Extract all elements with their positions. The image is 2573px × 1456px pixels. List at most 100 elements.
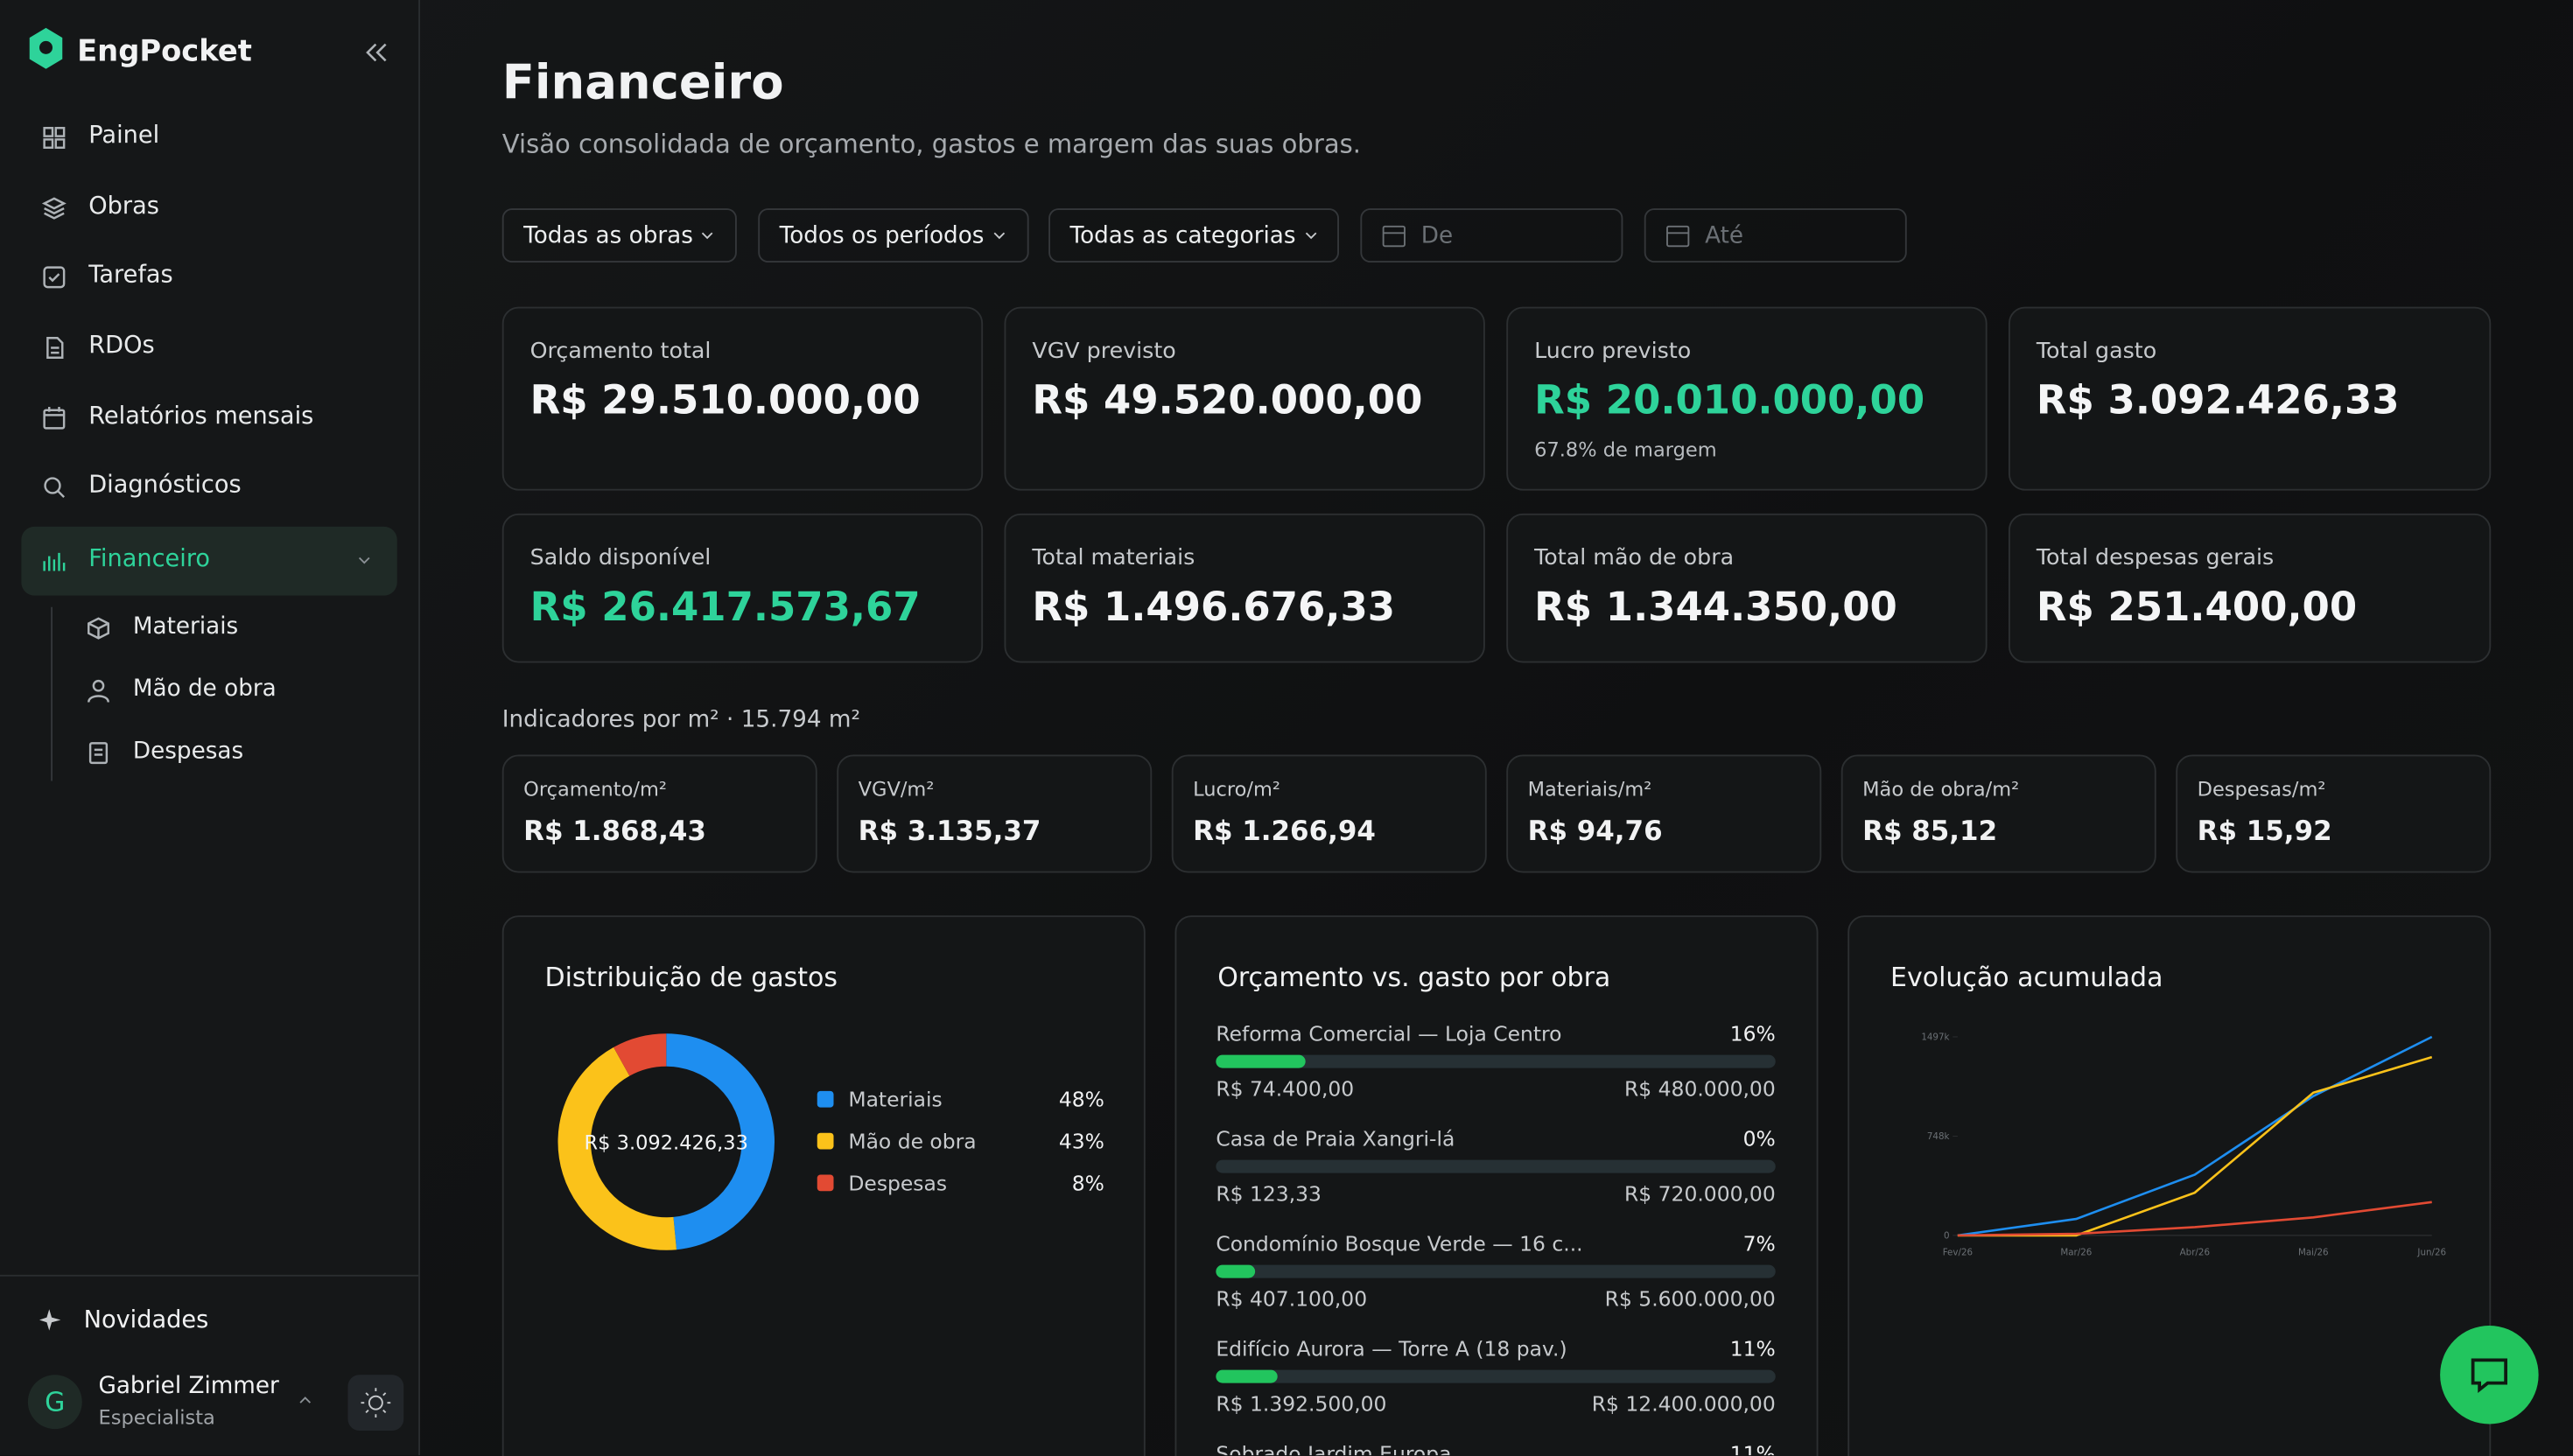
- metric-card: Mão de obra/m² R$ 85,12: [1840, 754, 2156, 873]
- legend-swatch: [817, 1132, 834, 1150]
- nav-item[interactable]: Relatórios mensais: [88, 403, 314, 430]
- project-percent: 11%: [1730, 1442, 1776, 1455]
- project-name: Reforma Comercial — Loja Centro: [1216, 1022, 1561, 1046]
- donut-center-label: R$ 3.092.426,33: [585, 1131, 748, 1154]
- subnav-item[interactable]: Mão de obra: [132, 676, 277, 703]
- progress-track: [1216, 1159, 1776, 1173]
- kpi-label: Saldo disponível: [529, 544, 712, 571]
- icon: [44, 477, 65, 498]
- icon: [46, 337, 64, 359]
- progress-track: [1216, 1369, 1776, 1383]
- panel-title: Orçamento vs. gasto por obra: [1217, 961, 1611, 993]
- metric-value: R$ 94,76: [1527, 815, 1663, 847]
- metric-card: Materiais/m² R$ 94,76: [1506, 754, 1822, 873]
- icon: [43, 407, 66, 430]
- section-title: Indicadores por m² · 15.794 m²: [501, 707, 860, 734]
- theme-button[interactable]: [347, 1375, 404, 1431]
- subnav-item[interactable]: Despesas: [132, 738, 244, 765]
- progress-track: [1216, 1054, 1776, 1068]
- metric-card: Despesas/m² R$ 15,92: [2176, 754, 2492, 873]
- active-nav-bg: [21, 526, 397, 596]
- y-tick-label: 0: [1944, 1231, 1950, 1242]
- date-placeholder: De: [1420, 222, 1454, 249]
- nav-item[interactable]: Tarefas: [88, 262, 173, 289]
- legend-value: 43%: [1059, 1130, 1104, 1154]
- spent-amount: R$ 74.400,00: [1216, 1077, 1354, 1102]
- x-tick-label: Mai/26: [2298, 1247, 2329, 1257]
- kpi-card: Total despesas gerais R$ 251.400,00: [2009, 513, 2492, 663]
- avatar: G: [27, 1375, 82, 1430]
- filter-label: Todas as obras: [523, 222, 693, 249]
- kpi-card: Orçamento total R$ 29.510.000,00: [501, 306, 984, 491]
- metric-label: Materiais/m²: [1527, 777, 1652, 801]
- kpi-value: R$ 29.510.000,00: [529, 377, 921, 424]
- legend-value: 8%: [1072, 1171, 1104, 1195]
- nav-item[interactable]: Obras: [88, 193, 159, 220]
- kpi-card: VGV previsto R$ 49.520.000,00: [1004, 306, 1485, 491]
- filter[interactable]: Todas as obras: [501, 208, 737, 262]
- donut-segment: [557, 1046, 677, 1250]
- metric-value: R$ 15,92: [2197, 815, 2332, 847]
- page-title: Financeiro: [501, 53, 784, 110]
- metric-value: R$ 85,12: [1862, 815, 1998, 847]
- subnav-item[interactable]: Materiais: [132, 613, 239, 640]
- metric-value: R$ 1.868,43: [523, 815, 706, 847]
- icon: [88, 679, 109, 703]
- legend-swatch: [817, 1174, 834, 1192]
- legend-label: Despesas: [848, 1171, 947, 1195]
- kpi-value: R$ 251.400,00: [2036, 584, 2358, 631]
- metric-label: Mão de obra/m²: [1862, 777, 2020, 801]
- kpi-value: R$ 3.092.426,33: [2036, 377, 2400, 424]
- divider: [0, 1274, 419, 1277]
- brand: EngPocket: [77, 34, 252, 69]
- project-name: Casa de Praia Xangri-lá: [1216, 1127, 1455, 1152]
- filter-label: Todas as categorias: [1069, 222, 1296, 249]
- chat-button[interactable]: [2440, 1326, 2539, 1424]
- kpi-label: Total mão de obra: [1534, 544, 1735, 571]
- chevron[interactable]: [297, 1393, 313, 1410]
- panel-title: Distribuição de gastos: [544, 961, 838, 993]
- x-tick-label: Fev/26: [1943, 1247, 1973, 1257]
- line-series: [1957, 1055, 2433, 1237]
- line-series: [1957, 1200, 2432, 1237]
- project-name: Edifício Aurora — Torre A (18 pav.): [1216, 1337, 1567, 1362]
- metric-card: Lucro/m² R$ 1.266,94: [1171, 754, 1487, 873]
- metric-value: R$ 1.266,94: [1193, 815, 1376, 847]
- kpi-value: R$ 1.344.350,00: [1534, 584, 1897, 631]
- filter[interactable]: Todas as categorias: [1048, 208, 1339, 262]
- kpi-value: R$ 49.520.000,00: [1032, 377, 1423, 424]
- progress-bar: [1216, 1369, 1278, 1383]
- spent-amount: R$ 407.100,00: [1216, 1287, 1367, 1312]
- nav-item[interactable]: Painel: [88, 122, 160, 150]
- legend-value: 48%: [1059, 1088, 1104, 1112]
- kpi-label: Total materiais: [1032, 544, 1195, 571]
- kpi-label: Orçamento total: [529, 338, 712, 365]
- budget-amount: R$ 480.000,00: [1624, 1077, 1776, 1102]
- date-input[interactable]: De: [1360, 208, 1623, 262]
- page-subtitle: Visão consolidada de orçamento, gastos e…: [501, 130, 1362, 159]
- progress-bar: [1216, 1054, 1306, 1068]
- icon: [43, 552, 66, 571]
- kpi-label: Total despesas gerais: [2036, 544, 2275, 571]
- kpi-label: Total gasto: [2036, 338, 2157, 365]
- icon: [43, 127, 66, 149]
- nav-item-active[interactable]: Financeiro: [88, 546, 211, 573]
- user-role: Especialista: [98, 1405, 215, 1430]
- filter[interactable]: Todos os períodos: [758, 208, 1029, 262]
- news-link[interactable]: Novidades: [83, 1307, 209, 1334]
- icon: [88, 742, 109, 765]
- nav-item[interactable]: RDOs: [88, 332, 155, 360]
- metric-label: Lucro/m²: [1193, 777, 1280, 801]
- nav-item[interactable]: Diagnósticos: [88, 472, 242, 499]
- legend-label: Mão de obra: [848, 1130, 976, 1154]
- date-input[interactable]: Até: [1644, 208, 1907, 262]
- spent-amount: R$ 123,33: [1216, 1182, 1322, 1207]
- collapse-button[interactable]: [362, 41, 389, 64]
- icon: [88, 617, 109, 640]
- kpi-card: Total materiais R$ 1.496.676,33: [1004, 513, 1485, 663]
- project-name: Sobrado Jardim Europa: [1216, 1442, 1451, 1455]
- metric-card: VGV/m² R$ 3.135,37: [837, 754, 1153, 873]
